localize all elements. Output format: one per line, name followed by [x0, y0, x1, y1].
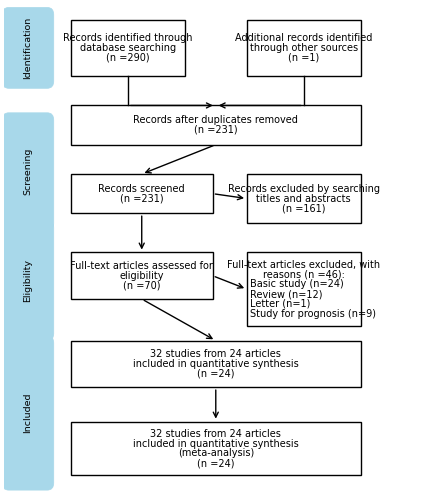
Bar [247, 20, 360, 76]
Text: 32 studies from 24 articles: 32 studies from 24 articles [150, 349, 281, 359]
Bar [247, 252, 360, 326]
Text: Full-text articles assessed for: Full-text articles assessed for [71, 261, 213, 271]
Text: (meta-analysis): (meta-analysis) [178, 448, 254, 458]
FancyBboxPatch shape [2, 113, 54, 230]
Text: (n =290): (n =290) [106, 52, 150, 62]
Text: Study for prognosis (n=9): Study for prognosis (n=9) [251, 308, 376, 318]
Bar [71, 340, 360, 387]
Text: Records screened: Records screened [99, 184, 185, 194]
Text: Screening: Screening [24, 148, 32, 196]
Text: included in quantitative synthesis: included in quantitative synthesis [133, 359, 299, 369]
Text: Included: Included [24, 392, 32, 433]
Text: Basic study (n=24): Basic study (n=24) [251, 280, 344, 289]
Text: (n =231): (n =231) [194, 125, 237, 135]
Text: (n =161): (n =161) [282, 204, 325, 214]
Bar [71, 20, 185, 76]
Text: Letter (n=1): Letter (n=1) [251, 299, 311, 309]
Text: through other sources: through other sources [250, 43, 358, 53]
Text: (n =231): (n =231) [120, 194, 163, 203]
Bar [247, 174, 360, 223]
Text: Eligibility: Eligibility [24, 259, 32, 302]
Text: included in quantitative synthesis: included in quantitative synthesis [133, 438, 299, 448]
Text: 32 studies from 24 articles: 32 studies from 24 articles [150, 428, 281, 439]
Text: Records excluded by searching: Records excluded by searching [228, 184, 380, 194]
Text: (n =24): (n =24) [197, 458, 234, 468]
Text: (n =70): (n =70) [123, 280, 160, 290]
Text: Full-text articles excluded, with: Full-text articles excluded, with [227, 260, 380, 270]
Text: (n =1): (n =1) [288, 52, 319, 62]
Text: titles and abstracts: titles and abstracts [257, 194, 351, 203]
Bar [71, 174, 212, 213]
Text: Records identified through: Records identified through [63, 33, 193, 43]
Text: Identification: Identification [24, 16, 32, 79]
Bar [71, 106, 360, 144]
Text: database searching: database searching [80, 43, 176, 53]
Text: reasons (n =46):: reasons (n =46): [263, 270, 345, 280]
Text: (n =24): (n =24) [197, 368, 234, 378]
FancyBboxPatch shape [2, 336, 54, 490]
Bar [71, 422, 360, 476]
Text: Records after duplicates removed: Records after duplicates removed [133, 115, 298, 125]
Text: Review (n=12): Review (n=12) [251, 289, 323, 299]
FancyBboxPatch shape [2, 8, 54, 88]
FancyBboxPatch shape [2, 220, 54, 340]
Text: eligibility: eligibility [120, 270, 164, 280]
Text: Additional records identified: Additional records identified [235, 33, 372, 43]
Bar [71, 252, 212, 299]
